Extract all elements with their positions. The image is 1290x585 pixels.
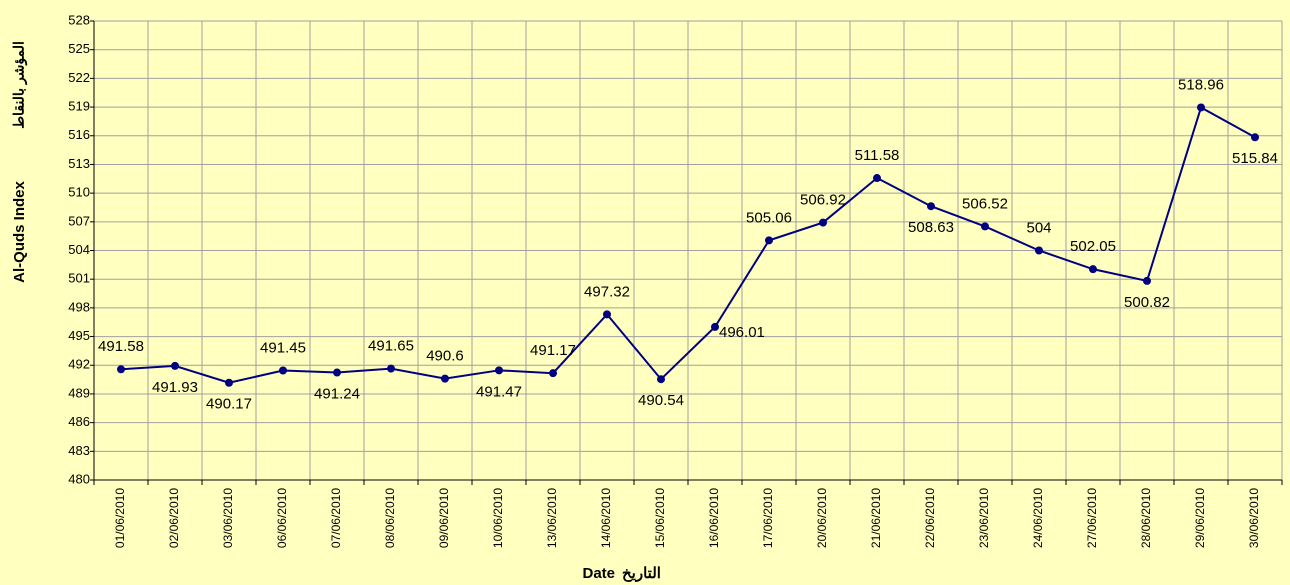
x-tick-label: 09/06/2010: [437, 488, 451, 548]
x-tick-label: 23/06/2010: [977, 488, 991, 548]
x-tick-label: 27/06/2010: [1085, 488, 1099, 548]
x-axis-label-ar: التاريخ: [622, 565, 661, 582]
x-tick-label: 08/06/2010: [383, 488, 397, 548]
data-label: 490.17: [206, 396, 252, 413]
point: [657, 375, 665, 384]
x-tick-label: 30/06/2010: [1247, 488, 1261, 548]
data-label: 491.17: [530, 342, 576, 359]
data-label: 502.05: [1070, 238, 1116, 255]
point: [765, 236, 773, 245]
data-label: 506.52: [962, 195, 1008, 212]
data-label: 491.65: [368, 338, 414, 355]
x-tick-label: 07/06/2010: [329, 488, 343, 548]
y-tick-label: 522: [68, 70, 90, 85]
data-label: 497.32: [584, 283, 630, 300]
y-tick-label: 489: [68, 385, 90, 400]
y-tick-label: 483: [68, 443, 90, 458]
point: [1197, 103, 1205, 112]
y-tick-label: 504: [68, 242, 90, 257]
x-tick-label: 10/06/2010: [491, 488, 505, 548]
y-tick-label: 510: [68, 185, 90, 200]
data-label: 491.58: [98, 338, 144, 355]
x-tick-label: 24/06/2010: [1031, 488, 1045, 548]
data-label: 490.54: [638, 392, 684, 409]
x-tick-label: 15/06/2010: [653, 488, 667, 548]
x-tick-label: 22/06/2010: [923, 488, 937, 548]
point: [927, 202, 935, 211]
point: [1089, 265, 1097, 274]
x-tick-label: 16/06/2010: [707, 488, 721, 548]
y-tick-label: 528: [68, 12, 90, 27]
point: [549, 369, 557, 378]
data-label: 508.63: [908, 219, 954, 236]
point: [1143, 276, 1151, 285]
y-tick-label: 507: [68, 213, 90, 228]
point: [1035, 246, 1043, 255]
y-tick-label: 516: [68, 127, 90, 142]
x-tick-label: 01/06/2010: [113, 488, 127, 548]
data-label: 491.93: [152, 379, 198, 396]
point: [279, 366, 287, 375]
x-tick-label: 17/06/2010: [761, 488, 775, 548]
x-tick-label: 29/06/2010: [1193, 488, 1207, 548]
y-tick-label: 480: [68, 471, 90, 486]
data-label: 500.82: [1124, 294, 1170, 311]
point: [441, 374, 449, 383]
point: [171, 361, 179, 370]
data-label: 490.6: [426, 348, 464, 365]
y-tick-label: 486: [68, 414, 90, 429]
data-label: 506.92: [800, 192, 846, 209]
y-tick-label: 498: [68, 299, 90, 314]
y-tick-label: 495: [68, 328, 90, 343]
x-axis-label: Date: [582, 565, 615, 582]
data-label: 491.24: [314, 385, 360, 402]
y-tick-label: 513: [68, 156, 90, 171]
point: [873, 174, 881, 183]
y-axis-label: Al-Quds Index: [11, 181, 28, 283]
data-label: 504: [1026, 219, 1051, 236]
x-tick-label: 20/06/2010: [815, 488, 829, 548]
point: [981, 222, 989, 231]
point: [603, 310, 611, 319]
y-tick-label: 519: [68, 99, 90, 114]
y-tick-label: 525: [68, 41, 90, 56]
y-tick-label: 492: [68, 357, 90, 372]
y-tick-label: 501: [68, 271, 90, 286]
data-label: 491.45: [260, 339, 306, 356]
data-label: 496.01: [719, 324, 765, 341]
point: [387, 364, 395, 373]
data-label: 491.47: [476, 383, 522, 400]
point: [1251, 133, 1259, 142]
x-tick-label: 21/06/2010: [869, 488, 883, 548]
data-label: 515.84: [1232, 150, 1278, 167]
point: [495, 366, 503, 375]
x-tick-label: 13/06/2010: [545, 488, 559, 548]
point: [819, 218, 827, 227]
x-tick-label: 28/06/2010: [1139, 488, 1153, 548]
point: [711, 322, 719, 331]
x-tick-label: 14/06/2010: [599, 488, 613, 548]
y-axis-label-ar: المؤشر بالنقاط: [11, 41, 28, 129]
x-tick-label: 02/06/2010: [167, 488, 181, 548]
x-tick-label: 06/06/2010: [275, 488, 289, 548]
line: [120, 105, 1256, 384]
point: [225, 378, 233, 387]
data-label: 505.06: [746, 209, 792, 226]
point: [117, 365, 125, 374]
data-label: 518.96: [1178, 76, 1224, 93]
x-tick-label: 03/06/2010: [221, 488, 235, 548]
data-label: 511.58: [855, 147, 900, 164]
point: [333, 368, 341, 377]
